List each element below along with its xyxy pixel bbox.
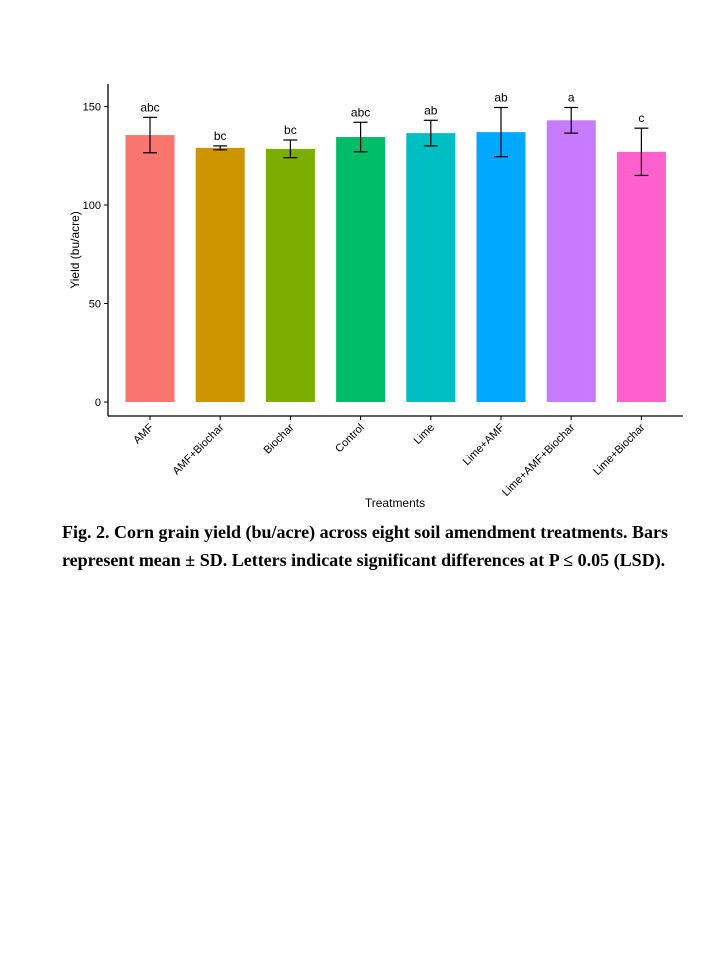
- bar-control: [336, 137, 386, 402]
- significance-letter: bc: [284, 123, 297, 137]
- significance-letters-layer: abc bc bc abc ab ab a c: [140, 90, 644, 142]
- bar-amf-biochar: [195, 147, 245, 402]
- x-tick-label: Biochar: [262, 421, 297, 456]
- significance-letter: bc: [214, 129, 227, 143]
- x-tick-label: AMF: [131, 421, 156, 446]
- x-axis: AMF AMF+Biochar Biochar Control Lime Lime+AMF…: [108, 415, 683, 499]
- bar-biochar: [265, 148, 315, 402]
- y-axis: 0 50 100 150: [83, 84, 109, 416]
- x-tick-label: Control: [333, 422, 367, 456]
- y-axis-title: Yield (bu/acre): [68, 211, 82, 289]
- y-tick-label: 100: [83, 200, 101, 212]
- x-tick-label: Lime+AMF: [461, 421, 508, 468]
- y-tick-label: 150: [83, 102, 101, 114]
- bar-amf: [125, 135, 175, 402]
- yield-bar-chart: abc bc bc abc ab ab a c 0 50 100 150 AMF AMF+Biocha…: [68, 84, 683, 510]
- significance-letter: abc: [351, 105, 370, 119]
- significance-letter: c: [638, 111, 644, 125]
- bar-lime-biochar: [616, 151, 666, 402]
- y-tick-label: 50: [89, 299, 101, 311]
- x-tick-label: Lime: [412, 422, 437, 447]
- x-tick-label: Lime+AMF+Biochar: [500, 421, 577, 498]
- bar-lime: [406, 133, 456, 402]
- x-tick-label: AMF+Biochar: [170, 421, 226, 477]
- x-tick-label: Lime+Biochar: [591, 421, 647, 477]
- significance-letter: a: [568, 90, 575, 104]
- figure-caption: Fig. 2. Corn grain yield (bu/acre) acros…: [62, 522, 668, 570]
- y-tick-label: 0: [95, 397, 101, 409]
- x-axis-title: Treatments: [365, 496, 425, 510]
- bars-layer: [125, 120, 666, 403]
- bar-lime-amf: [476, 132, 526, 403]
- significance-letter: ab: [494, 90, 508, 104]
- bar-lime-amf-biochar: [546, 120, 596, 402]
- significance-letter: abc: [140, 100, 159, 114]
- error-bars-layer: [143, 106, 649, 177]
- significance-letter: ab: [424, 103, 438, 117]
